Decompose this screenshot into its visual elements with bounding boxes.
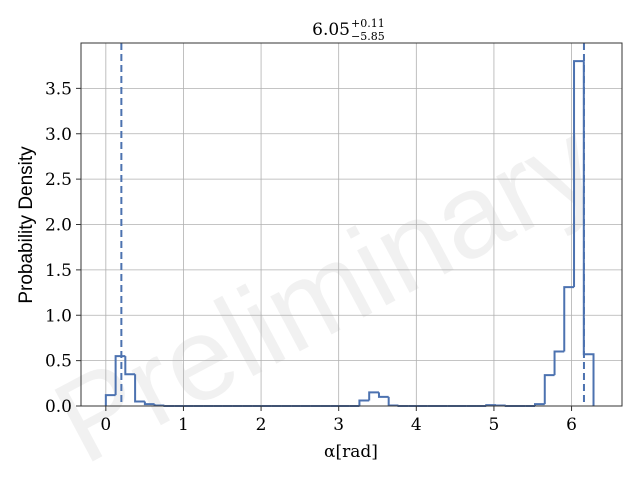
histogram-bin — [368, 391, 379, 401]
y-tick-label: 2.5 — [45, 170, 72, 190]
y-tick-label: 3.0 — [45, 125, 72, 145]
x-tick-label: 0 — [100, 415, 111, 435]
chart-title-value: 6.05 — [312, 20, 350, 40]
histogram-bin — [387, 396, 399, 407]
histogram-bin — [563, 286, 575, 352]
histogram-bin — [553, 350, 565, 376]
x-axis-ticks: 0 1 2 3 4 5 6 — [100, 406, 577, 435]
y-axis-ticks: 0.0 0.5 1.0 1.5 2.0 2.5 3.0 3.5 — [45, 79, 81, 417]
y-tick-label: 1.0 — [45, 306, 72, 326]
chart-title-lower-error: −5.85 — [351, 30, 385, 43]
y-tick-label: 0.5 — [45, 352, 72, 372]
histogram-bin — [358, 399, 370, 406]
histogram-bin — [582, 61, 595, 406]
quantile-lines — [120, 43, 585, 406]
x-axis-label: α[rad] — [324, 442, 378, 462]
x-tick-label: 3 — [333, 415, 344, 435]
x-tick-label: 1 — [178, 415, 189, 435]
y-tick-label: 2.0 — [45, 216, 72, 236]
x-tick-label: 6 — [566, 415, 577, 435]
histogram-bin — [533, 403, 545, 406]
x-tick-label: 2 — [256, 415, 267, 435]
x-tick-label: 5 — [489, 415, 500, 435]
histogram-bin — [543, 374, 555, 405]
y-tick-label: 3.5 — [45, 79, 72, 99]
histogram-bin — [124, 356, 136, 376]
histogram-bin — [143, 401, 155, 406]
y-axis-label: Probability Density — [16, 146, 37, 304]
chart-title-upper-error: +0.11 — [351, 17, 385, 30]
histogram-bin — [104, 394, 116, 406]
histogram-bin — [573, 60, 584, 288]
histogram-bin — [377, 392, 389, 398]
histogram-bin — [134, 374, 145, 403]
y-tick-label: 0.0 — [45, 397, 72, 417]
y-tick-label: 1.5 — [45, 261, 72, 281]
x-tick-label: 4 — [411, 415, 422, 435]
